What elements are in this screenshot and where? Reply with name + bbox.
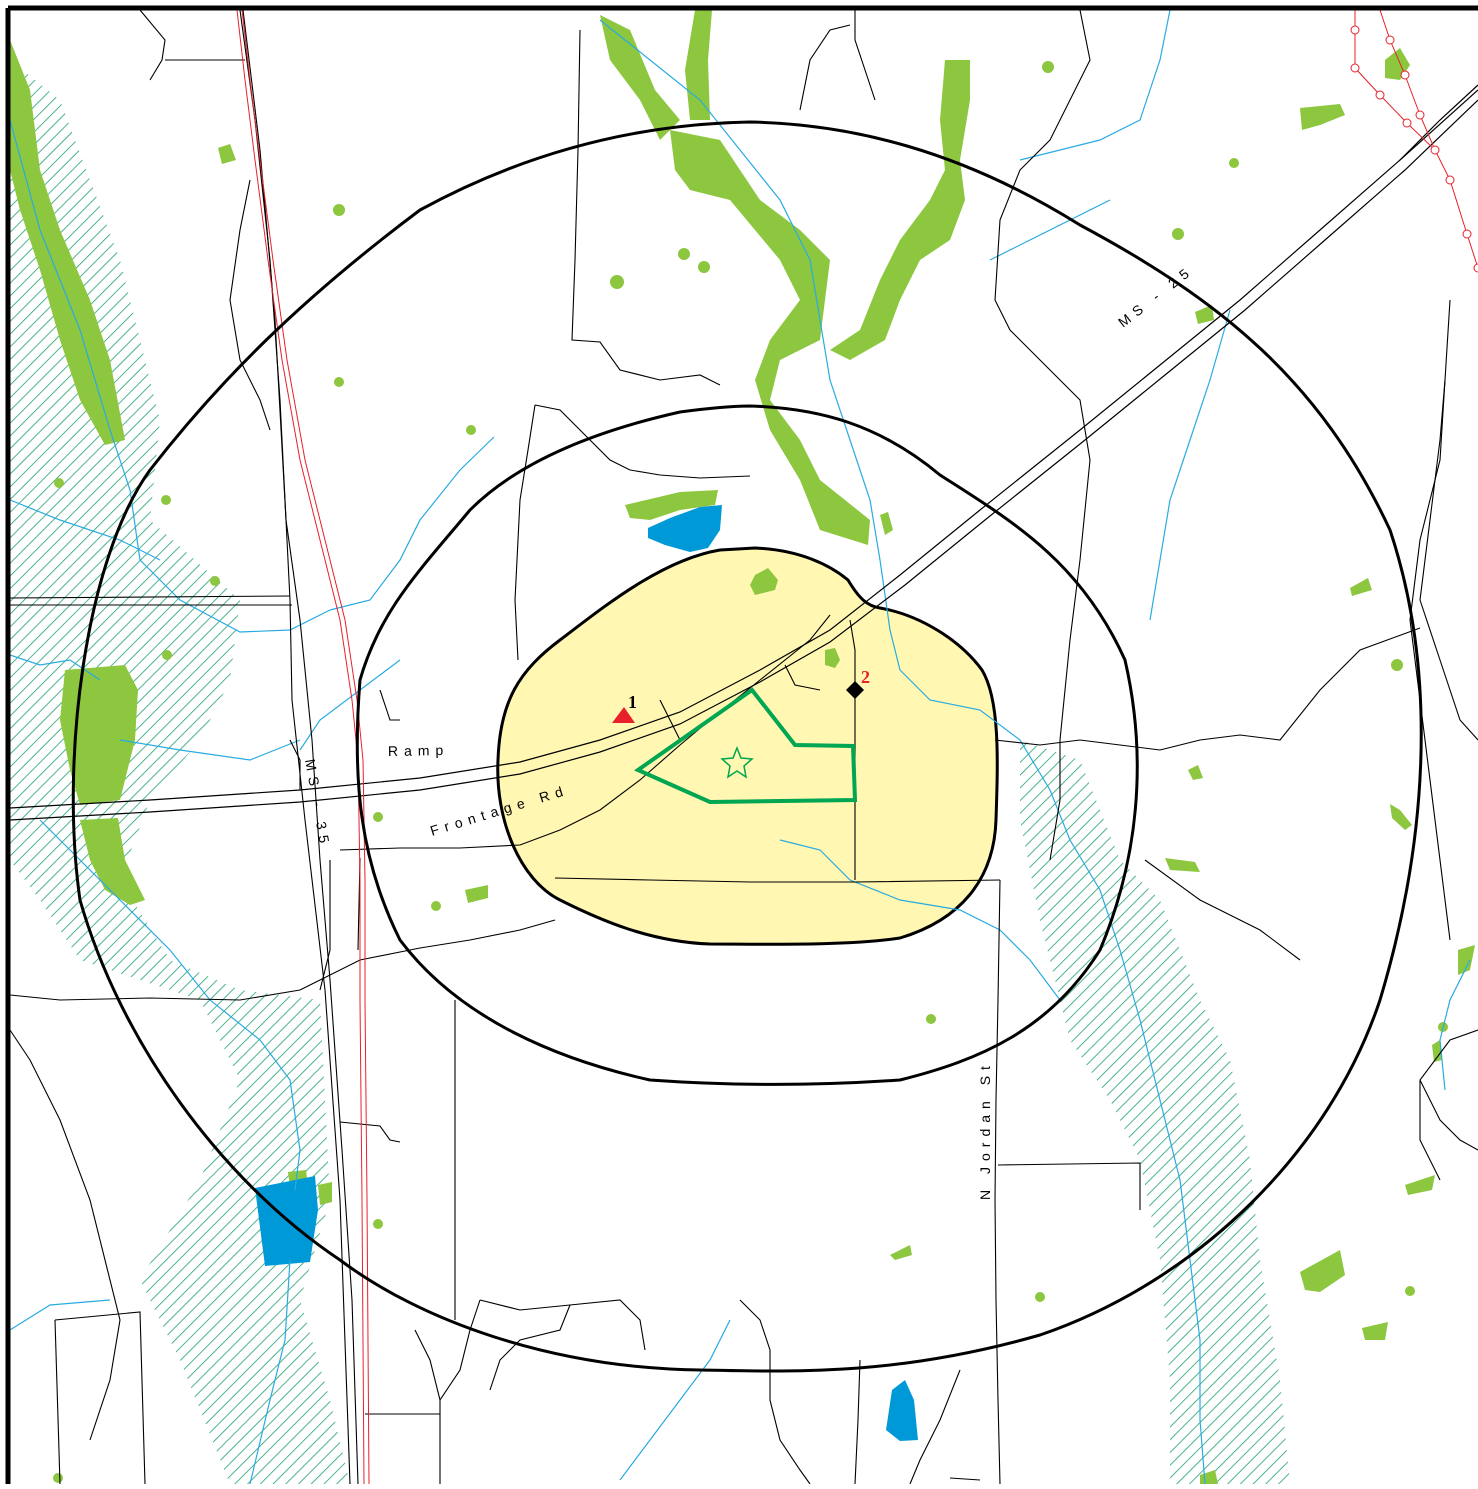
outer-buffer-ring [71, 120, 1423, 1373]
n-jordan-st-label: N Jordan St [977, 1060, 993, 1200]
impact-zone-area [496, 546, 999, 946]
site-1-marker[interactable]: 1 [612, 692, 637, 723]
site-2-label: 2 [861, 667, 870, 687]
site-1-label: 1 [628, 692, 637, 712]
ramp-label: Ramp [388, 742, 450, 759]
green-star-icon [720, 745, 754, 779]
roads [9, 9, 1478, 1484]
inner-buffer-ring [355, 404, 1139, 1087]
red-triangle-icon [612, 707, 635, 723]
black-diamond-icon [846, 681, 864, 699]
ms-25-label: MS - 25 [1115, 262, 1197, 331]
site-2-marker[interactable]: 2 [846, 667, 870, 699]
buffer-rings [71, 120, 1423, 1373]
facility-boundary [633, 687, 858, 805]
vegetation-areas [10, 10, 1475, 1484]
highway [9, 84, 1478, 821]
railroad [236, 9, 370, 1484]
map-frame-border [5, 5, 1478, 1484]
streams [9, 9, 1471, 1484]
transmission-lines [1350, 9, 1478, 273]
